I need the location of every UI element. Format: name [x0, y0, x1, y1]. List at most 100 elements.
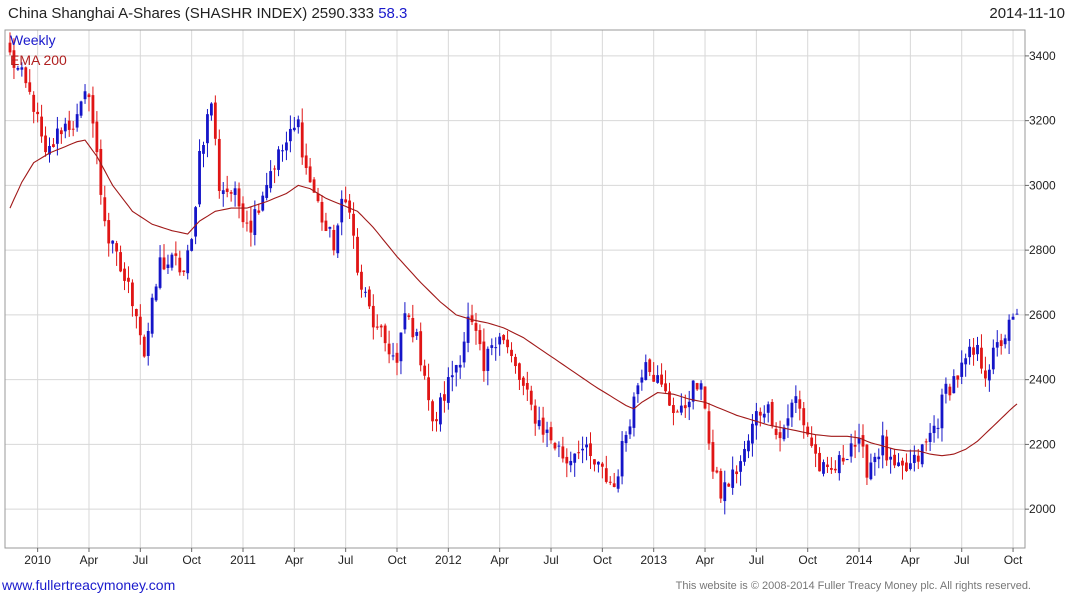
candle-body — [751, 423, 754, 444]
candle-body — [308, 166, 312, 183]
candle-body — [912, 454, 916, 463]
candle-body — [537, 420, 541, 427]
candle-body — [466, 316, 470, 343]
candle-body — [225, 188, 229, 192]
candle-body — [174, 253, 178, 256]
candle-body — [1011, 316, 1015, 320]
candle-body — [186, 250, 190, 274]
candle-body — [79, 101, 83, 116]
candle-body — [794, 396, 798, 403]
candle-body — [344, 199, 348, 203]
candle-body — [296, 119, 300, 128]
candle-body — [44, 135, 47, 153]
candle-body — [648, 359, 652, 373]
candle-body — [450, 375, 454, 378]
candle-body — [1003, 338, 1007, 345]
candle-body — [774, 428, 778, 435]
candle-body — [162, 257, 166, 270]
candle-body — [506, 339, 509, 348]
candle-body — [758, 411, 762, 416]
candle-body — [1015, 313, 1019, 315]
candle-body — [723, 482, 727, 502]
candle-body — [932, 425, 936, 434]
y-tick-label: 3400 — [1029, 49, 1056, 63]
candle-body — [956, 375, 960, 380]
candle-body — [612, 483, 616, 487]
candle-body — [691, 380, 695, 402]
candle-body — [454, 365, 458, 373]
website-link[interactable]: www.fullertreacymoney.com — [2, 577, 176, 593]
candle-body — [442, 394, 446, 401]
candle-body — [802, 408, 806, 426]
candle-body — [991, 347, 995, 370]
candle-body — [545, 429, 549, 433]
candle-body — [786, 418, 790, 426]
candle-body — [107, 220, 111, 244]
candle-body — [320, 201, 324, 223]
candle-body — [253, 209, 257, 236]
candle-body — [198, 151, 201, 205]
candle-body — [87, 94, 91, 98]
candle-body — [585, 444, 588, 448]
candle-body — [71, 128, 75, 130]
candle-body — [75, 114, 79, 128]
candle-body — [257, 210, 261, 213]
candle-body — [857, 437, 861, 444]
y-axis: 2000 2200 2400 2600 2800 3000 3200 3400 — [1025, 49, 1056, 516]
candle-body — [229, 192, 233, 194]
candle-body — [170, 254, 174, 268]
candle-body — [371, 305, 375, 328]
candle-body — [292, 127, 296, 131]
candle-body — [312, 179, 316, 193]
candle-body — [478, 330, 482, 345]
candle-body — [419, 331, 423, 366]
candle-body — [861, 435, 865, 447]
x-tick-label: Apr — [901, 553, 920, 567]
x-tick-label: Apr — [80, 553, 99, 567]
candle-body — [822, 462, 825, 474]
candle-body — [849, 443, 853, 457]
chart-date: 2014-11-10 — [989, 5, 1065, 22]
x-tick-label: Jul — [954, 553, 969, 567]
candle-body — [924, 441, 928, 443]
candle-body — [115, 243, 119, 252]
candle-body — [837, 455, 841, 474]
candle-body — [561, 446, 565, 459]
candle-body — [59, 130, 63, 135]
candle-body — [458, 364, 462, 368]
candle-body — [833, 468, 837, 471]
candle-body — [557, 445, 561, 447]
candle-body — [948, 386, 952, 396]
candle-body — [431, 401, 434, 422]
candle-body — [490, 345, 494, 348]
candle-body — [55, 128, 59, 144]
candle-body — [972, 347, 975, 355]
candle-body — [541, 417, 545, 435]
x-tick-label: Jul — [338, 553, 353, 567]
candle-body — [36, 111, 40, 115]
candle-body — [237, 188, 241, 207]
x-tick-label: Oct — [182, 553, 201, 567]
candle-body — [826, 464, 829, 468]
candle-body — [687, 401, 691, 408]
candle-body — [210, 103, 213, 116]
candle-body — [166, 264, 170, 269]
x-tick-label: Jul — [543, 553, 558, 567]
candle-body — [16, 68, 20, 70]
candle-body — [399, 332, 403, 362]
title-text: China Shanghai A-Shares (SHASHR INDEX) 2… — [8, 5, 375, 22]
candle-body — [715, 470, 719, 473]
candle-body — [521, 377, 525, 386]
candle-body — [616, 476, 620, 489]
candle-body — [233, 188, 237, 195]
candle-body — [435, 419, 438, 422]
candle-body — [905, 462, 908, 472]
candle-body — [940, 394, 944, 429]
candle-body — [980, 347, 983, 369]
x-tick-label: 2011 — [230, 553, 256, 567]
candle-body — [340, 198, 344, 223]
x-tick-label: Jul — [133, 553, 148, 567]
candle-body — [525, 383, 529, 390]
candle-body — [806, 426, 810, 435]
x-tick-label: Apr — [490, 553, 509, 567]
